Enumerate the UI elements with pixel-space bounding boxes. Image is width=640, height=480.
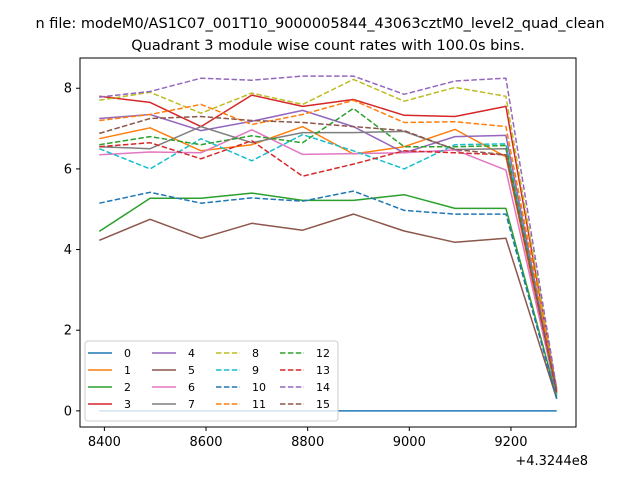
- series-line-3: [99, 94, 558, 391]
- legend-label-13: 13: [316, 364, 330, 377]
- legend-label-8: 8: [252, 347, 259, 360]
- y-tick-label: 2: [64, 324, 72, 339]
- y-tick-label: 0: [64, 404, 72, 419]
- x-tick-label: 8600: [189, 435, 222, 450]
- legend-label-12: 12: [316, 347, 330, 360]
- series-line-1: [99, 125, 558, 395]
- y-tick-label: 8: [64, 82, 72, 97]
- series-line-13: [99, 139, 558, 393]
- x-tick-label: 9000: [393, 435, 426, 450]
- legend-label-5: 5: [188, 364, 195, 377]
- figure-suptitle: n file: modeM0/AS1C07_001T10_9000005844_…: [35, 16, 604, 32]
- series-line-15: [99, 115, 558, 391]
- legend-box: [84, 340, 339, 422]
- y-axis-ticks: 0 2 4 6 8: [64, 82, 80, 419]
- series-line-8: [99, 78, 558, 391]
- series-line-12: [99, 107, 558, 395]
- legend-label-3: 3: [124, 398, 131, 411]
- chart-title: Quadrant 3 module wise count rates with …: [131, 38, 525, 54]
- legend-label-9: 9: [252, 364, 259, 377]
- series-line-10: [99, 190, 558, 399]
- x-axis-ticks: 8400 8600 8800 9000 9200: [88, 427, 527, 450]
- series-line-6: [99, 129, 558, 395]
- plot-area-frame: [79, 57, 577, 428]
- legend-label-7: 7: [188, 398, 195, 411]
- legend-label-11: 11: [252, 398, 266, 411]
- x-tick-label: 8800: [291, 435, 324, 450]
- series-line-4: [99, 109, 558, 393]
- legend-label-10: 10: [252, 381, 266, 394]
- x-tick-label: 9200: [494, 435, 527, 450]
- y-tick-label: 6: [64, 162, 72, 177]
- series-line-2: [98, 192, 558, 397]
- x-axis-offset-label: +4.3244e8: [515, 454, 588, 469]
- series-line-5: [99, 213, 558, 400]
- legend-label-15: 15: [316, 398, 330, 411]
- legend-label-2: 2: [124, 381, 131, 394]
- legend-label-4: 4: [188, 347, 195, 360]
- x-tick-label: 8400: [88, 435, 121, 450]
- legend-label-1: 1: [124, 364, 131, 377]
- series-line-14: [99, 75, 558, 389]
- series-line-9: [99, 133, 558, 395]
- y-tick-label: 4: [64, 243, 72, 258]
- legend-label-14: 14: [316, 381, 330, 394]
- legend-label-0: 0: [124, 347, 131, 360]
- series-lines: [98, 75, 558, 412]
- series-line-7: [99, 125, 558, 393]
- legend-label-6: 6: [188, 381, 195, 394]
